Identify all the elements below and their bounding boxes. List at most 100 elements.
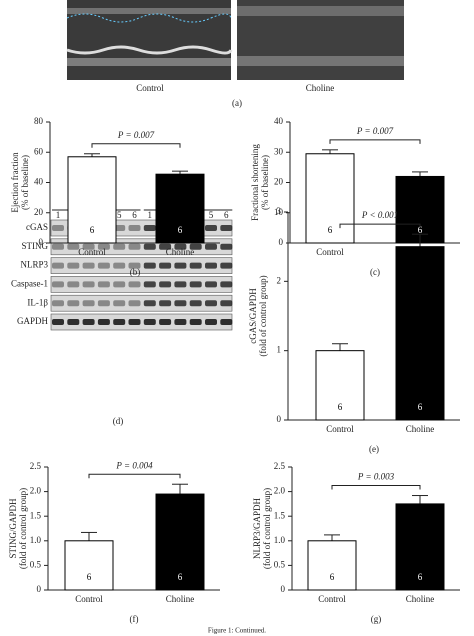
echo-images [66,0,404,80]
blot-band [128,281,141,288]
n-label: 6 [418,402,423,412]
blot-band [97,262,110,269]
x-tick-label: Choline [166,247,195,257]
y-tick-label: 0 [277,414,282,424]
bar [315,350,365,421]
blot-row-label: cGAS [26,222,48,232]
y-tick-label: 30 [274,146,284,156]
blot-band [52,319,64,325]
blot-band [67,262,80,269]
bar [307,540,357,591]
blot-band [174,262,187,269]
bar [64,540,114,591]
y-tick-label: 2.5 [30,461,42,471]
blot-band [189,319,202,325]
blot-band [174,300,187,307]
blot-band [97,243,110,250]
blot-band [205,319,217,325]
significance-bracket [88,473,181,479]
y-axis-label: (fold of control group) [262,488,272,569]
y-tick-label: 1.5 [30,510,42,520]
blot-band [205,243,217,250]
n-label: 6 [330,572,335,582]
y-axis-label: STING/GAPDH [8,498,18,559]
p-value: P = 0.003 [357,472,395,482]
n-label: 6 [418,225,423,235]
n-label: 6 [338,402,343,412]
blot-band [143,243,156,250]
x-tick-label: Control [316,247,344,257]
n-label: 6 [178,225,183,235]
blot-band [174,281,187,288]
echo-label: Control [136,83,164,93]
blot-band [205,281,217,288]
panel-label: (g) [371,614,382,624]
blot-band [143,300,156,307]
y-axis-label: (fold of control group) [258,275,268,356]
blot-band [52,243,64,250]
blot-band [128,300,141,307]
blot-band [143,225,156,231]
y-tick-label: 60 [34,146,44,156]
blot-band [220,300,233,307]
blot-band [67,300,80,307]
blot-band [189,281,202,288]
y-tick-label: 10 [274,207,284,217]
blot-band [67,281,80,288]
y-tick-label: 0 [279,237,284,247]
y-tick-label: 2.0 [30,486,42,496]
panel-label: (a) [232,98,242,108]
y-tick-label: 40 [274,116,284,126]
blot-band [113,243,126,250]
y-tick-label: 0.5 [274,559,286,569]
blot-band [159,300,172,307]
blot-band [82,262,95,269]
panel-label: (d) [113,416,124,426]
y-tick-label: 1.0 [274,535,286,545]
n-label: 6 [328,225,333,235]
blot-band [113,319,126,325]
y-tick-label: 20 [34,207,44,217]
blot-band [205,262,217,269]
p-value: P = 0.004 [115,460,153,470]
y-tick-label: 1.5 [274,510,286,520]
blot-row-label: Caspase-1 [11,278,48,288]
blot-band [220,262,233,269]
blot-band [97,319,110,325]
blot-band [159,281,172,288]
n-label: 6 [90,225,95,235]
x-tick-label: Control [318,594,346,604]
lane-number: 1 [56,210,61,220]
blot-band [143,281,156,288]
y-axis-label: Fractional shortening [250,144,260,221]
y-tick-label: 2.5 [274,461,286,471]
blot-band [159,262,172,269]
blot-band [189,243,202,250]
y-tick-label: 20 [274,177,284,187]
lane-number: 5 [209,210,214,220]
panel-label: (c) [370,267,380,277]
x-tick-label: Choline [166,594,195,604]
y-axis-label: Ejection fraction [10,152,20,213]
p-value: P < 0.001 [361,210,398,220]
y-tick-label: 0 [37,584,42,594]
blot-row-label: STING [22,241,49,251]
n-label: 6 [418,572,423,582]
p-value: P = 0.007 [356,126,394,136]
blot-band [52,225,64,231]
blot-band [143,319,156,325]
blot-band [128,319,141,325]
n-label: 6 [87,572,92,582]
y-tick-label: 80 [34,116,44,126]
y-tick-label: 0.5 [30,559,42,569]
caption: Figure 1: Continued. [208,627,266,635]
echo-label: Choline [306,83,335,93]
y-tick-label: 40 [34,177,44,187]
blot-band [174,243,187,250]
blot-row-label: GAPDH [17,316,49,326]
blot-band [128,243,141,250]
bar [155,173,205,244]
blot-band [113,281,126,288]
blot-band [52,262,64,269]
